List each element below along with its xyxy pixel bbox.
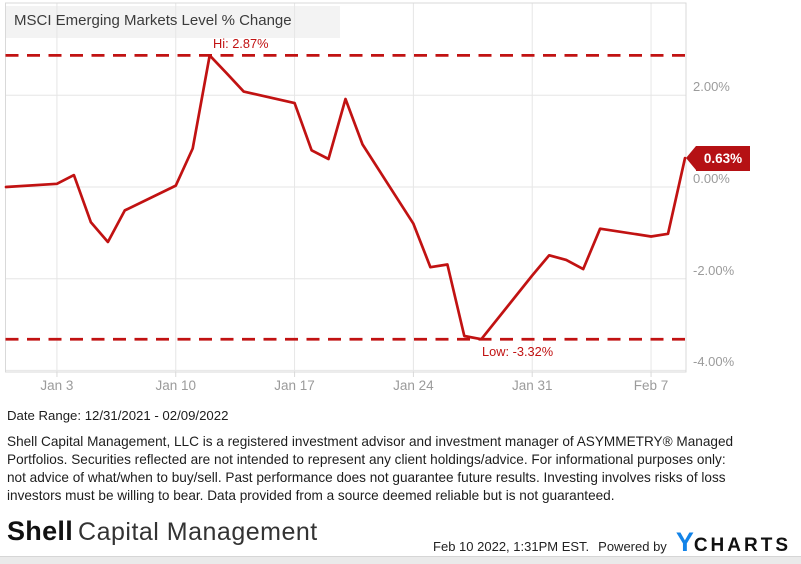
x-axis-label: Jan 17 [274, 378, 315, 393]
last-value-label: 0.63% [703, 150, 743, 166]
ycharts-logo: Y CHARTS [676, 527, 791, 558]
ycharts-y-mark: Y [675, 527, 694, 557]
chart-title-background [6, 6, 340, 38]
low-annotation: Low: -3.32% [482, 344, 554, 359]
disclaimer-line: Shell Capital Management, LLC is a regis… [7, 434, 734, 449]
disclaimer: Shell Capital Management, LLC is a regis… [7, 433, 733, 505]
y-axis-label: -4.00% [693, 354, 735, 370]
last-value-badge: 0.63% [686, 145, 750, 171]
ycharts-wordmark: CHARTS [693, 535, 791, 556]
disclaimer-line: Portfolios. Securities reflected are not… [7, 452, 726, 467]
disclaimer-line: not advice of what/when to buy/sell. Pas… [7, 470, 726, 485]
x-axis-label: Jan 24 [393, 378, 434, 393]
timestamp: Feb 10 2022, 1:31PM EST. [433, 539, 590, 554]
chart-title: MSCI Emerging Markets Level % Change [14, 12, 292, 29]
y-axis-label: 2.00% [693, 79, 730, 95]
y-axis-label: -2.00% [693, 262, 735, 278]
powered-by-label: Powered by [598, 539, 667, 554]
hi-annotation: Hi: 2.87% [213, 36, 269, 51]
series-line [4, 54, 687, 341]
x-axis-label: Jan 10 [155, 378, 197, 393]
x-axis-label: Jan 3 [40, 378, 74, 393]
logo-capital-text: Capital Management [78, 518, 318, 546]
credits-row: Feb 10 2022, 1:31PM EST. Powered by Y CH… [433, 527, 791, 558]
line-chart-plot [4, 2, 687, 377]
date-range: Date Range: 12/31/2021 - 02/09/2022 [7, 408, 229, 423]
x-axis-label: Feb 7 [633, 378, 669, 393]
bottom-bar [0, 556, 801, 564]
shell-capital-logo: Shell Capital Management [7, 516, 318, 547]
x-axis-label: Jan 31 [511, 378, 553, 393]
y-axis-label: 0.00% [693, 171, 730, 186]
logo-shell-text: Shell [7, 516, 74, 546]
disclaimer-line: investors must be willing to bear. Data … [7, 488, 615, 503]
